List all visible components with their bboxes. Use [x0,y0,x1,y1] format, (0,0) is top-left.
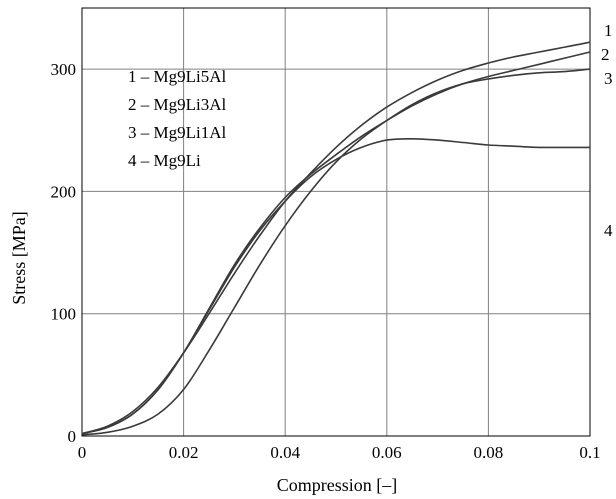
series-end-label: 4 [604,221,613,240]
series-line-3 [81,68,591,436]
x-tick-label: 0.04 [270,443,300,462]
legend-entry: 3 – Mg9Li1Al [128,123,227,142]
y-axis-title: Stress [MPa] [9,211,29,305]
legend-entry: 4 – Mg9Li [128,151,201,170]
tick-labels: 0 0.02 0.04 0.06 0.08 0.1 0 100 200 300 [51,60,601,462]
legend: 1 – Mg9Li5Al 2 – Mg9Li3Al 3 – Mg9Li1Al 4 – … [128,67,227,170]
y-tick-label: 100 [51,305,77,324]
series-end-labels: 1 2 3 4 [601,21,613,240]
curves [81,41,591,436]
y-tick-label: 0 [68,427,77,446]
y-tick-label: 200 [51,182,77,201]
x-axis-title: Compression [–] [277,475,398,495]
plot-frame [81,7,591,437]
legend-entry: 1 – Mg9Li5Al [128,67,227,86]
series-end-label: 1 [604,21,613,40]
series-line-1 [81,41,591,435]
x-tick-label: 0 [78,443,87,462]
x-tick-label: 0.08 [474,443,504,462]
x-tick-label: 0.06 [372,443,402,462]
series-end-label: 3 [604,69,613,88]
series-end-label: 2 [601,45,610,64]
legend-entry: 2 – Mg9Li3Al [128,95,227,114]
series-line-4 [81,137,590,435]
x-tick-label: 0.1 [579,443,600,462]
x-tick-label: 0.02 [169,443,199,462]
y-tick-label: 300 [51,60,77,79]
